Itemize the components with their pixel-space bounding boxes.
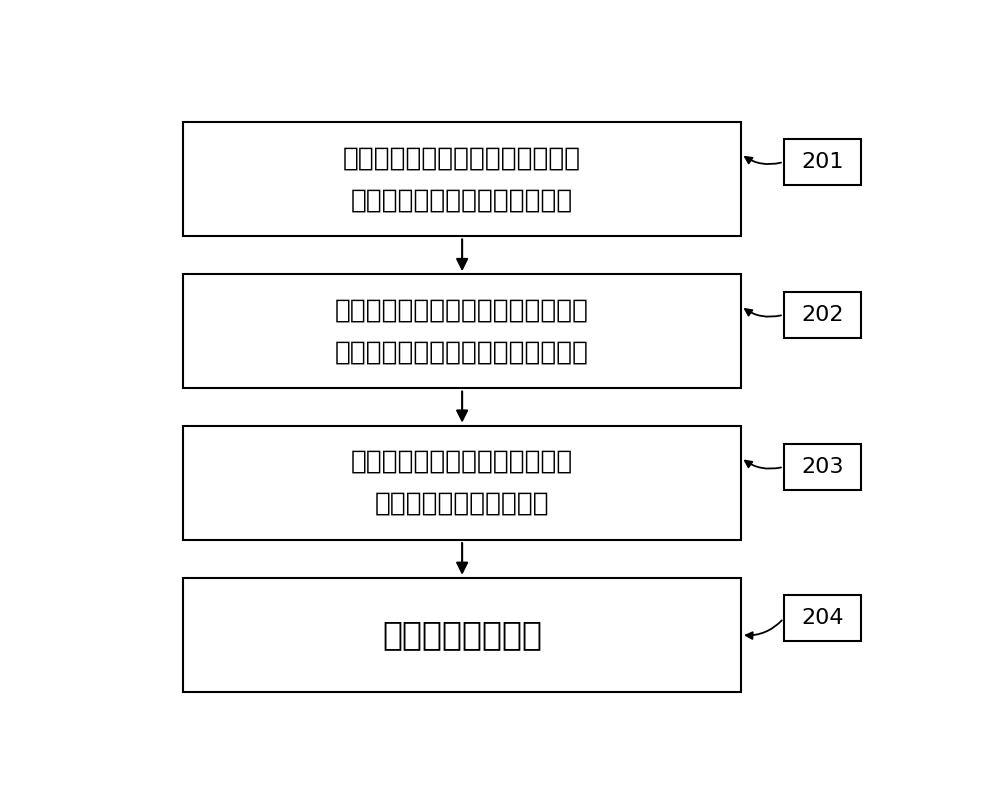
FancyBboxPatch shape — [784, 595, 861, 642]
FancyBboxPatch shape — [183, 578, 741, 692]
Text: 根据输入的所需计算的天线对信息
提取上述总体模型上装天线位置: 根据输入的所需计算的天线对信息 提取上述总体模型上装天线位置 — [343, 145, 581, 213]
FancyBboxPatch shape — [784, 444, 861, 490]
Text: 203: 203 — [801, 457, 844, 477]
Text: 204: 204 — [801, 608, 844, 628]
FancyBboxPatch shape — [183, 274, 741, 388]
FancyBboxPatch shape — [183, 122, 741, 236]
Text: 201: 201 — [801, 152, 844, 172]
Text: 202: 202 — [801, 305, 844, 325]
FancyBboxPatch shape — [183, 426, 741, 540]
Text: 根据上述判断结果，剔除与该天
线位置非相关的所有面片: 根据上述判断结果，剔除与该天 线位置非相关的所有面片 — [351, 449, 573, 517]
Text: 根据此对天线位置判断所有面片与此
天线对固定端是否在同一面及相关面: 根据此对天线位置判断所有面片与此 天线对固定端是否在同一面及相关面 — [335, 298, 589, 366]
FancyBboxPatch shape — [784, 139, 861, 185]
Text: 生成一级简化模型: 生成一级简化模型 — [382, 618, 542, 651]
FancyBboxPatch shape — [784, 291, 861, 338]
